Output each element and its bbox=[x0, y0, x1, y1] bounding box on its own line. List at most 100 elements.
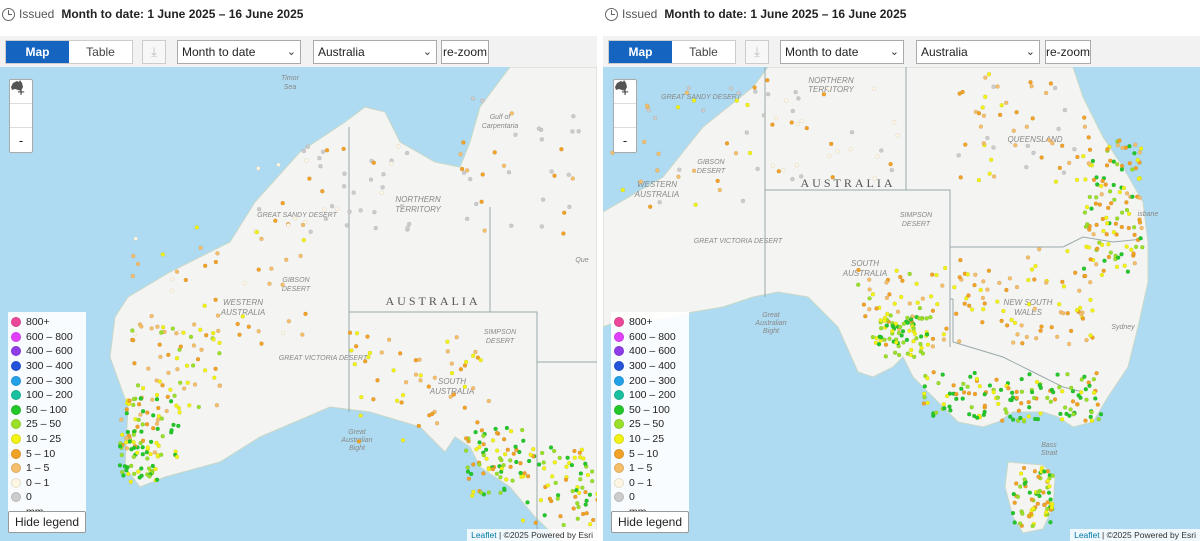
station-marker[interactable] bbox=[210, 330, 216, 336]
station-marker[interactable] bbox=[166, 352, 171, 358]
station-marker[interactable] bbox=[203, 333, 209, 338]
station-marker[interactable] bbox=[215, 251, 220, 256]
station-marker[interactable] bbox=[1113, 221, 1119, 227]
station-marker[interactable] bbox=[1090, 158, 1096, 164]
station-marker[interactable] bbox=[400, 438, 406, 443]
station-marker[interactable] bbox=[175, 367, 180, 372]
station-marker[interactable] bbox=[1020, 341, 1025, 346]
station-marker[interactable] bbox=[960, 396, 965, 401]
station-marker[interactable] bbox=[508, 464, 513, 470]
station-marker[interactable] bbox=[883, 342, 889, 347]
station-marker[interactable] bbox=[1132, 232, 1137, 238]
station-marker[interactable] bbox=[1104, 232, 1109, 237]
station-marker[interactable] bbox=[1106, 254, 1112, 260]
station-marker[interactable] bbox=[372, 209, 377, 215]
station-marker[interactable] bbox=[154, 392, 160, 398]
station-marker[interactable] bbox=[888, 161, 893, 167]
station-marker[interactable] bbox=[1038, 385, 1043, 391]
map-canvas[interactable]: Timor Sea Gulf of Carpentaria GREAT SAND… bbox=[0, 67, 597, 541]
station-marker[interactable] bbox=[620, 187, 625, 193]
station-marker[interactable] bbox=[484, 456, 489, 461]
station-marker[interactable] bbox=[191, 322, 197, 327]
station-marker[interactable] bbox=[160, 383, 165, 388]
station-marker[interactable] bbox=[140, 409, 146, 414]
station-marker[interactable] bbox=[153, 466, 158, 472]
station-marker[interactable] bbox=[124, 467, 129, 473]
station-marker[interactable] bbox=[978, 287, 983, 293]
station-marker[interactable] bbox=[138, 396, 144, 401]
station-marker[interactable] bbox=[944, 393, 950, 399]
station-marker[interactable] bbox=[1019, 323, 1024, 328]
station-marker[interactable] bbox=[1009, 390, 1015, 395]
station-marker[interactable] bbox=[576, 490, 582, 496]
station-marker[interactable] bbox=[1099, 272, 1105, 278]
station-marker[interactable] bbox=[284, 257, 289, 263]
station-marker[interactable] bbox=[155, 324, 160, 329]
station-marker[interactable] bbox=[1105, 147, 1110, 152]
station-marker[interactable] bbox=[1100, 178, 1105, 184]
australia-extent-icon[interactable] bbox=[614, 80, 636, 128]
station-marker[interactable] bbox=[884, 295, 890, 301]
station-marker[interactable] bbox=[912, 331, 918, 336]
station-marker[interactable] bbox=[517, 449, 522, 455]
download-icon[interactable]: ⤓ bbox=[745, 40, 769, 64]
station-marker[interactable] bbox=[728, 86, 734, 91]
station-marker[interactable] bbox=[341, 146, 346, 152]
station-marker[interactable] bbox=[1077, 305, 1083, 311]
station-marker[interactable] bbox=[885, 311, 890, 317]
station-marker[interactable] bbox=[745, 102, 750, 108]
station-marker[interactable] bbox=[1030, 523, 1035, 529]
station-marker[interactable] bbox=[124, 446, 130, 451]
station-marker[interactable] bbox=[1026, 399, 1031, 405]
station-marker[interactable] bbox=[922, 395, 927, 400]
station-marker[interactable] bbox=[960, 89, 965, 95]
station-marker[interactable] bbox=[905, 320, 910, 326]
station-marker[interactable] bbox=[1111, 182, 1116, 188]
station-marker[interactable] bbox=[117, 444, 123, 449]
station-marker[interactable] bbox=[536, 462, 542, 467]
station-marker[interactable] bbox=[164, 408, 169, 414]
station-marker[interactable] bbox=[329, 203, 335, 209]
station-marker[interactable] bbox=[154, 397, 160, 402]
station-marker[interactable] bbox=[155, 426, 160, 432]
station-marker[interactable] bbox=[1048, 81, 1054, 86]
period-select[interactable]: Month to date ⌄ bbox=[177, 40, 301, 64]
station-marker[interactable] bbox=[1012, 320, 1018, 326]
station-marker[interactable] bbox=[501, 437, 507, 442]
station-marker[interactable] bbox=[921, 401, 927, 406]
station-marker[interactable] bbox=[280, 200, 285, 206]
station-marker[interactable] bbox=[1060, 310, 1066, 316]
station-marker[interactable] bbox=[1085, 222, 1090, 227]
station-marker[interactable] bbox=[1011, 128, 1016, 133]
station-marker[interactable] bbox=[184, 363, 190, 368]
station-marker[interactable] bbox=[1138, 236, 1143, 241]
station-marker[interactable] bbox=[465, 469, 471, 474]
station-marker[interactable] bbox=[1015, 494, 1021, 499]
station-marker[interactable] bbox=[1072, 146, 1077, 152]
station-marker[interactable] bbox=[405, 225, 410, 230]
station-marker[interactable] bbox=[1082, 124, 1088, 129]
station-marker[interactable] bbox=[148, 451, 153, 457]
station-marker[interactable] bbox=[445, 339, 450, 344]
station-marker[interactable] bbox=[400, 392, 406, 398]
station-marker[interactable] bbox=[1101, 268, 1106, 273]
zoom-out-button[interactable]: - bbox=[622, 132, 628, 148]
station-marker[interactable] bbox=[344, 223, 350, 228]
station-marker[interactable] bbox=[918, 334, 924, 339]
station-marker[interactable] bbox=[1062, 107, 1068, 113]
station-marker[interactable] bbox=[1021, 465, 1027, 471]
station-marker[interactable] bbox=[165, 394, 171, 400]
station-marker[interactable] bbox=[579, 447, 585, 452]
station-marker[interactable] bbox=[948, 408, 953, 413]
station-marker[interactable] bbox=[471, 353, 476, 358]
station-marker[interactable] bbox=[520, 518, 526, 523]
station-marker[interactable] bbox=[155, 417, 161, 423]
station-marker[interactable] bbox=[1086, 161, 1091, 166]
station-marker[interactable] bbox=[835, 149, 840, 154]
station-marker[interactable] bbox=[569, 462, 575, 468]
station-marker[interactable] bbox=[259, 236, 264, 242]
station-marker[interactable] bbox=[917, 316, 922, 321]
station-marker[interactable] bbox=[149, 313, 154, 319]
station-marker[interactable] bbox=[940, 372, 945, 377]
station-marker[interactable] bbox=[691, 168, 697, 174]
